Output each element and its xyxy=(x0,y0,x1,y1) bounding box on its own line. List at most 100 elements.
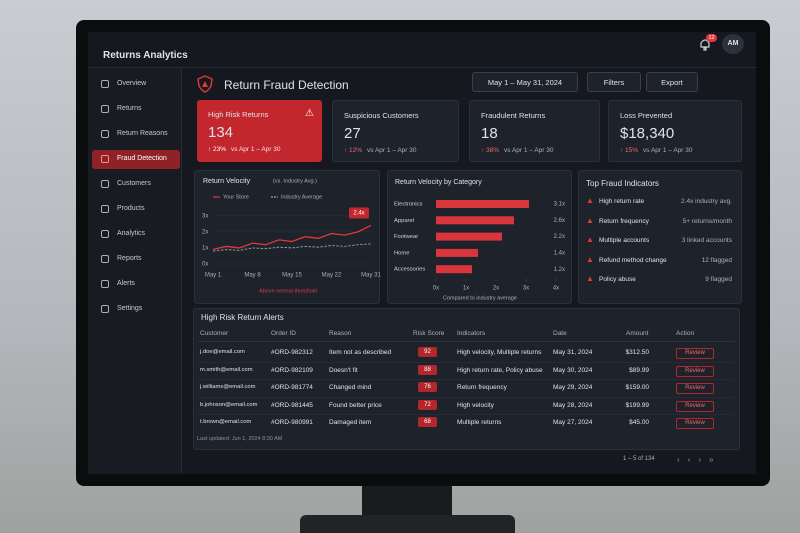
x-tick-label: 0x xyxy=(433,286,439,292)
nav-label: Analytics xyxy=(117,230,146,237)
shield-shape xyxy=(197,75,213,93)
table-cell: $159.00 xyxy=(625,384,650,391)
pagination-arrows[interactable]: ‹‹›» xyxy=(677,455,722,464)
nav-label: Overview xyxy=(117,80,147,87)
app-title: Returns Analytics xyxy=(103,50,188,61)
chart-subtitle: (vs. Industry Avg.) xyxy=(273,178,317,184)
series-line xyxy=(212,243,372,252)
kpi-label: High Risk Returns xyxy=(208,110,269,119)
review-button[interactable]: Review xyxy=(676,365,714,377)
table-cell: High velocity xyxy=(457,401,494,409)
nav-icon xyxy=(101,180,109,188)
warning-icon: ▲ xyxy=(586,254,594,264)
kpi-card: Fraudulent Returns 18 ↑ 38% vs Apr 1 – Apr … xyxy=(469,100,600,162)
category-label: Footwear xyxy=(394,234,418,240)
nav-item[interactable]: Overview xyxy=(92,75,180,94)
review-button[interactable]: Review xyxy=(676,383,714,394)
x-tick-label: 2x xyxy=(493,286,499,292)
nav-label: Return Reasons xyxy=(117,130,168,137)
nav-icon xyxy=(101,305,109,313)
indicators-title: Top Fraud Indicators xyxy=(586,179,659,188)
warning-icon: ▲ xyxy=(586,274,594,283)
table-panel: High Risk Return Alerts Last updated: Ju… xyxy=(193,308,740,450)
table-cell: High velocity, Multiple returns xyxy=(457,349,542,356)
kpi-period: vs Apr 1 – Apr 30 xyxy=(504,147,554,154)
kpi-change: ↑ 15% xyxy=(620,147,639,154)
table-cell: Item not as described xyxy=(329,349,392,356)
nav-item[interactable]: Products xyxy=(92,200,180,219)
table-cell: j.doe@email.com xyxy=(200,349,245,355)
filters-button[interactable]: Filters xyxy=(587,72,641,92)
risk-score-badge: 76 xyxy=(418,382,437,392)
value-label: 2.2x xyxy=(554,234,565,240)
nav-item[interactable]: Customers xyxy=(92,175,180,194)
nav-item[interactable]: Settings xyxy=(92,300,180,319)
review-button[interactable]: Review xyxy=(676,418,714,429)
table-cell: Found better price xyxy=(329,401,382,409)
x-tick-label: May 1 xyxy=(205,273,222,279)
indicator-detail: 5+ returns/month xyxy=(682,217,732,225)
review-button[interactable]: Review xyxy=(676,400,714,412)
table-cell: $199.99 xyxy=(625,401,650,409)
nav-item[interactable]: Reports xyxy=(92,250,180,269)
bar-chart-panel: Return Velocity by Category 0x 1x 2x 3x 4x Com… xyxy=(387,170,572,304)
column-header: Action xyxy=(676,330,695,337)
kpi-change: ↑ 38% xyxy=(481,147,500,154)
nav-item[interactable]: Return Reasons xyxy=(92,125,180,144)
y-tick-label: 1x xyxy=(202,246,208,252)
review-button[interactable]: Review xyxy=(676,348,714,359)
kpi-change: ↑ 23% xyxy=(208,146,227,153)
kpi-alert-icon: ⚠ xyxy=(305,108,314,119)
avatar[interactable]: AM xyxy=(722,34,744,54)
line-chart: Return Velocity (vs. Industry Avg.) 0x 1x 2x… xyxy=(202,178,381,295)
bar xyxy=(436,200,529,208)
column-header: Order ID xyxy=(271,330,296,337)
table-cell: May 27, 2024 xyxy=(553,419,593,426)
row-divider xyxy=(198,414,735,415)
indicator-detail: 12 flagged xyxy=(701,256,732,264)
table-cell: Return frequency xyxy=(457,384,507,391)
bar xyxy=(436,265,472,274)
annotation: Above normal threshold xyxy=(259,288,317,294)
export-button[interactable]: Export xyxy=(646,72,698,92)
kpi-card: Suspicious Customers 27 ↑ 12% vs Apr 1 – Ap… xyxy=(332,100,459,162)
value-label: 3.1x xyxy=(554,202,565,208)
column-header: Reason xyxy=(329,330,352,337)
chart-title: Return Velocity by Category xyxy=(395,179,482,186)
kpi-label: Suspicious Customers xyxy=(344,111,419,120)
last-updated: Last updated: Jun 1, 2024 8:30 AM xyxy=(197,436,283,442)
x-tick-label: May 22 xyxy=(322,273,342,279)
date-range-button[interactable]: May 1 – May 31, 2024 xyxy=(472,72,578,92)
kpi-value: 134 xyxy=(208,124,234,141)
y-tick-label: 0x xyxy=(202,262,208,268)
bell-shape xyxy=(700,39,710,51)
x-tick-label: 3x xyxy=(523,286,529,292)
table-cell: Multiple returns xyxy=(457,419,502,426)
warning-icon: ▲ xyxy=(586,215,594,225)
nav-item[interactable]: Returns xyxy=(92,100,180,119)
callout-label: 2.4x xyxy=(353,211,364,217)
nav-icon xyxy=(101,130,109,138)
nav-item[interactable]: Fraud Detection xyxy=(92,150,180,169)
table-cell: Damaged item xyxy=(329,419,372,426)
nav-label: Customers xyxy=(117,180,151,187)
table-cell: #ORD-981774 xyxy=(271,384,313,391)
table-cell: #ORD-982312 xyxy=(271,349,313,356)
page-title: Return Fraud Detection xyxy=(224,78,349,92)
indicator-label: High return rate xyxy=(599,198,645,205)
row-divider xyxy=(198,361,735,363)
kpi-period: vs Apr 1 – Apr 30 xyxy=(231,146,281,153)
nav-item[interactable]: Analytics xyxy=(92,225,180,244)
kpi-value: 27 xyxy=(344,125,361,142)
x-tick-label: 4x xyxy=(553,286,559,292)
value-label: 1.2x xyxy=(554,267,565,273)
table-cell: May 29, 2024 xyxy=(553,384,593,391)
nav-item[interactable]: Alerts xyxy=(92,275,180,294)
table-cell: $45.00 xyxy=(629,419,649,426)
nav-icon xyxy=(101,280,109,288)
bell-icon[interactable] xyxy=(697,36,713,52)
table-cell: $312.50 xyxy=(625,349,650,356)
nav-label: Returns xyxy=(117,105,142,112)
nav-icon xyxy=(101,155,109,163)
